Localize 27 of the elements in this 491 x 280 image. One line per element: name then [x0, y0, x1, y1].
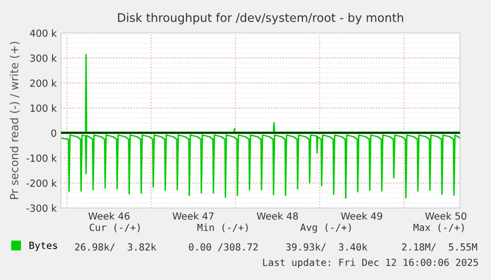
x-tick-label: Week 48	[256, 212, 298, 220]
text: Cur (-/+)	[90, 224, 140, 232]
chart-title: Disk throughput for /dev/system/root - by month	[118, 12, 404, 24]
y-tick-label: -100 k	[26, 154, 57, 162]
y-axis-title: Pr second read (-) / write (+)	[10, 42, 20, 200]
text: 26.98k/ 3.82k	[75, 243, 156, 252]
y-tick-label: 400 k	[30, 29, 57, 37]
text: Max (-/+)	[414, 224, 464, 232]
text: Avg (-/+)	[300, 223, 351, 233]
y-tick-label: 100 k	[30, 104, 57, 112]
x-tick-label: Week 47	[172, 212, 214, 220]
y-tick-label: -200 k	[26, 179, 57, 187]
legend-label: Bytes	[29, 242, 58, 251]
x-tick-label: Week 46	[88, 212, 130, 220]
text: Min (-/+)	[197, 224, 248, 232]
text: 39.93k/ 3.40k	[286, 243, 368, 252]
text: Last update: Fri Dec 12 16:00:06 2025	[263, 258, 478, 268]
x-tick-label: Week 50	[425, 212, 466, 220]
line-series	[61, 134, 460, 199]
text: 0.00 /308.72	[188, 243, 258, 252]
text: 2.18M/ 5.55M	[402, 243, 478, 252]
y-tick-label: -300 k	[26, 204, 57, 212]
y-tick-label: 0	[51, 129, 56, 137]
line-series	[61, 54, 460, 133]
y-tick-label: 300 k	[30, 54, 57, 62]
y-tick-label: 200 k	[30, 79, 57, 87]
x-tick-label: Week 49	[341, 212, 382, 220]
